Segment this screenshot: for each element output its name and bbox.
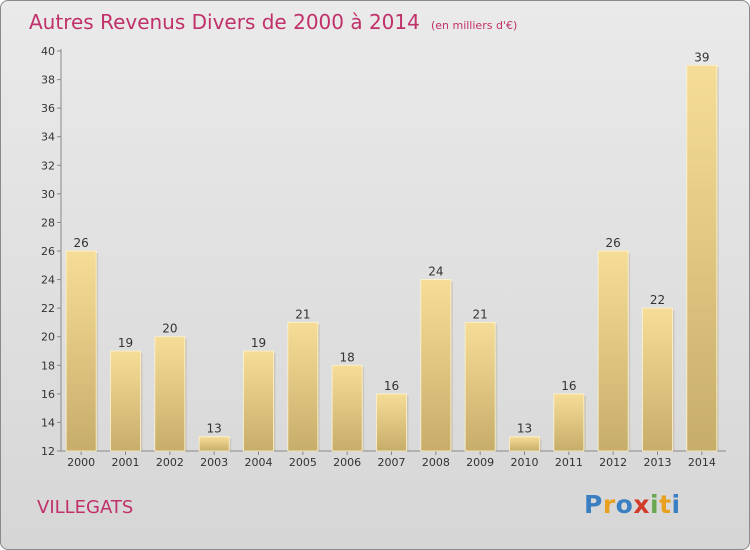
bar-2010	[509, 436, 540, 452]
x-tick-label: 2002	[156, 456, 184, 469]
x-tick-label: 2006	[333, 456, 361, 469]
bar-2003	[198, 436, 230, 452]
bar-2006	[331, 364, 363, 452]
value-label: 19	[251, 336, 266, 350]
value-label: 16	[384, 379, 399, 393]
bar-2009	[464, 322, 496, 452]
chart-subtitle: (en milliers d'€)	[430, 19, 518, 32]
value-label: 26	[606, 236, 621, 250]
value-label: 21	[295, 307, 310, 321]
bar-2007	[376, 393, 407, 452]
y-tick-label: 30	[41, 188, 55, 201]
bar-2012	[597, 250, 629, 452]
x-tick-label: 2010	[511, 456, 539, 469]
y-tick-label: 20	[41, 331, 55, 344]
bar-2008	[420, 279, 452, 452]
y-tick-label: 14	[41, 416, 55, 429]
x-tick-label: 2004	[245, 456, 273, 469]
value-label: 16	[561, 379, 576, 393]
bar-2014	[686, 64, 718, 452]
y-tick-label: 28	[41, 216, 55, 229]
y-tick-label: 34	[41, 131, 55, 144]
y-tick-label: 22	[41, 302, 55, 315]
bar-2001	[110, 350, 141, 452]
bar-2013	[642, 307, 673, 452]
chart-labels: 12 14 16 18 20 22 24 26 28 30 32 34 36 38 40 26 2000 19 20…	[41, 45, 716, 469]
value-label: 20	[162, 322, 177, 336]
x-tick-label: 2011	[555, 456, 583, 469]
x-tick-label: 2003	[200, 456, 228, 469]
x-tick-label: 2012	[599, 456, 627, 469]
x-tick-label: 2007	[378, 456, 406, 469]
value-label: 13	[207, 422, 222, 436]
y-tick-label: 18	[41, 359, 55, 372]
y-tick-label: 24	[41, 274, 55, 287]
x-tick-label: 2008	[422, 456, 450, 469]
bar-2004	[243, 350, 274, 452]
bar-2005	[287, 322, 319, 452]
value-label: 13	[517, 422, 532, 436]
value-label: 26	[74, 236, 89, 250]
chart-title-row: Autres Revenus Divers de 2000 à 2014 (en…	[29, 10, 517, 34]
value-label: 21	[473, 307, 488, 321]
x-tick-label: 2000	[67, 456, 95, 469]
logo-letter: t	[659, 490, 672, 519]
logo-letter: o	[615, 490, 634, 519]
location-name: VILLEGATS	[37, 497, 134, 518]
logo-letter: x	[633, 490, 650, 519]
bar-2000	[65, 250, 97, 452]
logo-letter: i	[650, 490, 660, 519]
y-tick-label: 12	[41, 445, 55, 458]
y-tick-label: 32	[41, 159, 55, 172]
logo-letter: i	[671, 490, 681, 519]
value-label: 22	[650, 293, 665, 307]
x-tick-label: 2013	[644, 456, 672, 469]
bar-2002	[154, 336, 186, 452]
value-label: 39	[694, 50, 709, 64]
x-tick-label: 2001	[112, 456, 140, 469]
value-label: 24	[428, 265, 443, 279]
proxiti-logo: Proxiti	[584, 490, 681, 519]
chart-title: Autres Revenus Divers de 2000 à 2014	[29, 10, 420, 34]
y-tick-label: 36	[41, 102, 55, 115]
chart-bars	[65, 64, 719, 452]
logo-letter: r	[602, 490, 616, 519]
y-tick-label: 38	[41, 74, 55, 87]
x-tick-label: 2014	[688, 456, 716, 469]
bar-2011	[553, 393, 585, 452]
y-tick-label: 16	[41, 388, 55, 401]
logo-letter: P	[584, 490, 603, 519]
y-tick-label: 26	[41, 245, 55, 258]
x-tick-label: 2005	[289, 456, 317, 469]
y-tick-label: 40	[41, 45, 55, 58]
value-label: 18	[340, 350, 355, 364]
x-tick-label: 2009	[466, 456, 494, 469]
value-label: 19	[118, 336, 133, 350]
